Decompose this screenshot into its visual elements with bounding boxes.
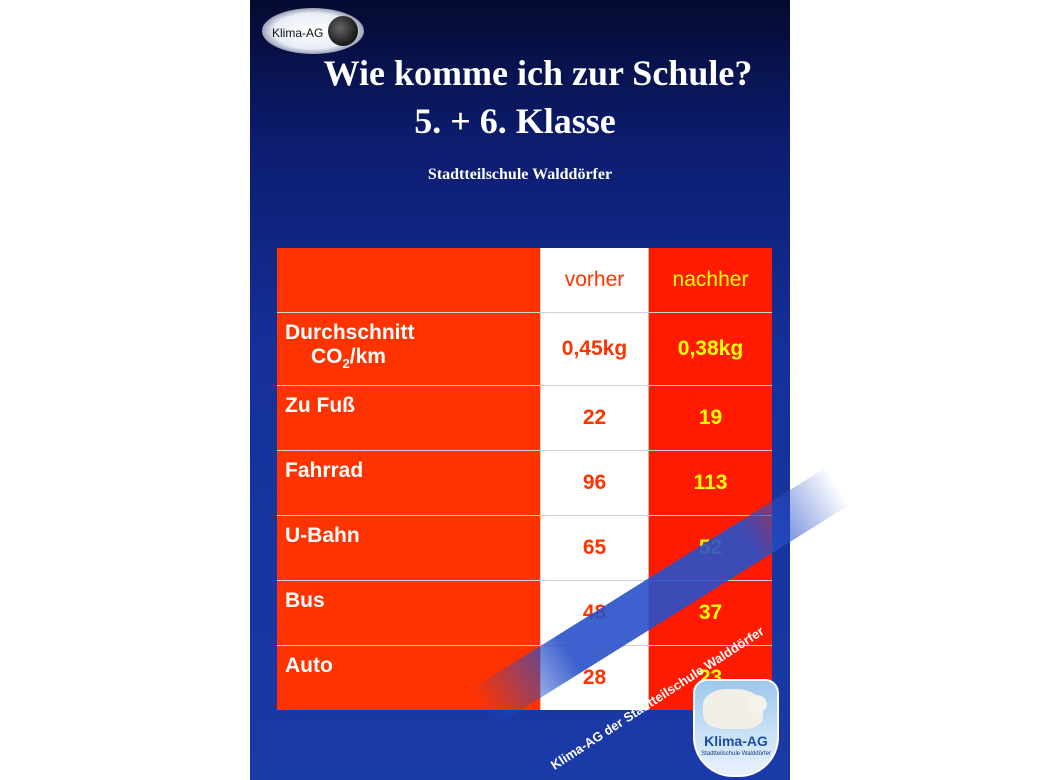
co2-nachher: 0,38kg [648, 312, 772, 386]
klima-ag-logo: Klima-AG [262, 8, 364, 54]
klima-ag-badge: Klima-AG Stadtteilschule Walddörfer [693, 679, 779, 777]
slide-title-line1: Wie komme ich zur Schule? [323, 53, 753, 93]
row-vorher: 96 [540, 450, 649, 516]
badge-subtitle: Stadtteilschule Walddörfer [701, 751, 771, 757]
row-label: U-Bahn [277, 515, 541, 581]
table-row: Durchschnitt CO2/km 0,45kg 0,38kg [277, 312, 772, 386]
comparison-table: vorher nachher Durchschnitt CO2/km 0,45k… [277, 248, 772, 710]
table-row: Fahrrad 96 113 [277, 450, 772, 516]
co2-vorher: 0,45kg [540, 312, 649, 386]
row-vorher: 22 [540, 385, 649, 451]
slide-subtitle: Stadtteilschule Walddörfer [427, 166, 613, 183]
co2-label-line1: Durchschnitt [285, 321, 415, 344]
badge-name: Klima-AG [704, 733, 768, 749]
co2-label-line2: CO2/km [311, 345, 386, 372]
row-label: Zu Fuß [277, 385, 541, 451]
row-nachher: 113 [648, 450, 772, 516]
row-label: Bus [277, 580, 541, 646]
header-empty-cell [277, 248, 541, 313]
header-nachher: nachher [648, 248, 772, 313]
row-label: Fahrrad [277, 450, 541, 516]
row-vorher: 65 [540, 515, 649, 581]
table-header-row: vorher nachher [277, 248, 772, 313]
header-vorher: vorher [540, 248, 649, 313]
globe-icon [328, 16, 358, 46]
row-nachher: 19 [648, 385, 772, 451]
logo-label: Klima-AG [272, 26, 324, 40]
table-row: Zu Fuß 22 19 [277, 385, 772, 451]
polar-bear-head-icon [745, 695, 767, 713]
slide-title-line2: 5. + 6. Klasse [414, 101, 616, 141]
co2-label-cell: Durchschnitt CO2/km [277, 312, 541, 386]
